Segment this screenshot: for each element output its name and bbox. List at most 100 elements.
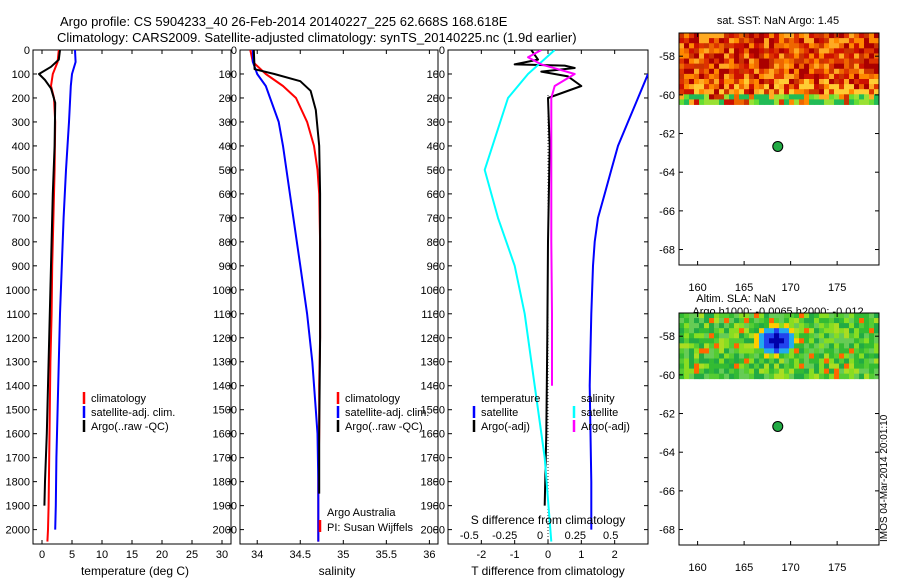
secondary-xtick-label: 0 [537,530,543,542]
ytick-label: 1300 [421,357,445,369]
sst-map-area: -58 -60 -62 -64 -66 -68 160 165 170 175 [659,32,880,294]
xtick-label: 0 [545,549,551,561]
ytick-label: 1100 [421,309,445,321]
sla_map-heat-cells [679,313,880,380]
xtick-label: 15 [126,549,138,561]
ytick-label: 100 [12,69,30,81]
float-position-marker [772,420,784,432]
legend-s-argo-label: Argo(-adj) [581,421,630,433]
ytick-label: -62 [659,129,675,141]
series-temperature-satellite [588,73,648,530]
xtick-label: 30 [216,549,228,561]
sla-map-title: Altim. SLA: NaN [696,293,776,305]
difference-legend: temperature salinity satellite Argo(-adj… [472,393,630,433]
ytick-label: 1200 [421,333,445,345]
ytick-label: 1100 [213,309,237,321]
legend-satellite-label: satellite-adj. clim. [345,407,429,419]
difference-plot-area: 0100200300400500600700800900100011001200… [421,45,649,561]
header-line-2: Climatology: CARS2009. Satellite-adjuste… [57,30,577,45]
ytick-label: -60 [659,90,675,102]
xtick-label: 10 [96,549,108,561]
series-salinity-argo-adj [527,50,576,386]
ytick-label: 1200 [6,333,30,345]
ytick-label: 1700 [421,453,445,465]
secondary-xtick-label: -0.5 [460,530,479,542]
ytick-label: 1900 [6,501,30,513]
ytick-label: 700 [12,213,30,225]
series-salinity-satellite [483,50,556,542]
ytick-label: 900 [12,261,30,273]
xtick-label: 20 [156,549,168,561]
ytick-label: 800 [219,237,237,249]
ytick-label: 1000 [421,285,445,297]
ytick-label: 800 [427,237,445,249]
xtick-label: 175 [828,282,846,294]
ytick-label: 1400 [6,381,30,393]
legend-climatology-label: climatology [345,393,401,405]
salinity-plot-area: 0 100 200 300 400 500 600 700 800 900 1000 1100 1200… [213,45,439,561]
xtick-label: 165 [735,562,753,574]
salinity-legend: climatology satellite-adj. clim. Argo(..… [336,392,429,433]
ytick-label: -60 [659,370,675,382]
legend-argo-label: Argo(..raw -QC) [91,421,169,433]
ytick-label: 400 [219,141,237,153]
series-climatology [249,50,322,542]
ytick-label: -58 [659,51,675,63]
temperature-xlabel: temperature (deg C) [81,564,189,578]
legend-t-argo-label: Argo(-adj) [481,421,530,433]
xtick-label: 0 [39,549,45,561]
series-argo-raw-qc [38,50,61,506]
ytick-label: 200 [12,93,30,105]
secondary-xtick-label: -0.25 [492,530,517,542]
xtick-label: 35 [337,549,349,561]
ytick-label: -58 [659,331,675,343]
imos-stamp: IMOS 04-Mar-2014 20:01:10 [879,414,890,542]
ytick-label: 0 [439,45,445,57]
ytick-label: 700 [219,213,237,225]
ytick-label: 2000 [213,525,237,537]
ytick-label: 200 [219,93,237,105]
xtick-label: 160 [688,282,706,294]
ytick-label: 300 [12,117,30,129]
temperature-legend: climatology satellite-adj. clim. Argo(..… [82,392,175,433]
ytick-label: 1100 [6,309,30,321]
legend-satellite-label: satellite-adj. clim. [91,407,175,419]
legend-climatology-label: climatology [91,393,147,405]
ytick-label: 800 [12,237,30,249]
ytick-label: 700 [427,213,445,225]
ytick-label: 2000 [421,525,445,537]
ytick-label: 100 [219,69,237,81]
sst-map-panel: sat. SST: NaN Argo: 1.45 -58 -60 -62 -64 -66… [659,15,880,294]
ytick-label: 500 [12,165,30,177]
ytick-label: 300 [427,117,445,129]
legend-t-satellite-label: satellite [481,407,518,419]
xtick-label: 34.5 [290,549,311,561]
salinity-xlabel: salinity [319,564,356,578]
xtick-label: 36 [423,549,435,561]
series-satellite-adj-clim [251,50,320,542]
xtick-label: 34 [251,549,263,561]
xtick-label: 170 [781,562,799,574]
ytick-label: 300 [219,117,237,129]
sla_map-frame [678,312,880,546]
xtick-label: 35.5 [376,549,397,561]
legend-s-satellite-label: satellite [581,407,618,419]
ytick-label: -66 [659,486,675,498]
salinity-frame [239,49,439,545]
ytick-label: 1600 [213,429,237,441]
ytick-label: 2000 [6,525,30,537]
float-position-marker [772,140,784,152]
ytick-label: 1400 [213,381,237,393]
temperature-plot-area: 0100200300400500600700800900100011001200… [6,45,232,561]
ytick-label: 1300 [6,357,30,369]
credit-org: Argo Australia [327,507,396,519]
ytick-label: 1900 [421,501,445,513]
ytick-label: 1700 [6,453,30,465]
difference-panel: 0100200300400500600700800900100011001200… [421,45,649,578]
sla-map-area: -58 -60 -62 -64 -66 -68 160 165 170 175 [659,312,880,574]
xtick-label: 5 [69,549,75,561]
ytick-label: 1300 [213,357,237,369]
ytick-label: 200 [427,93,445,105]
ytick-label: 1900 [213,501,237,513]
